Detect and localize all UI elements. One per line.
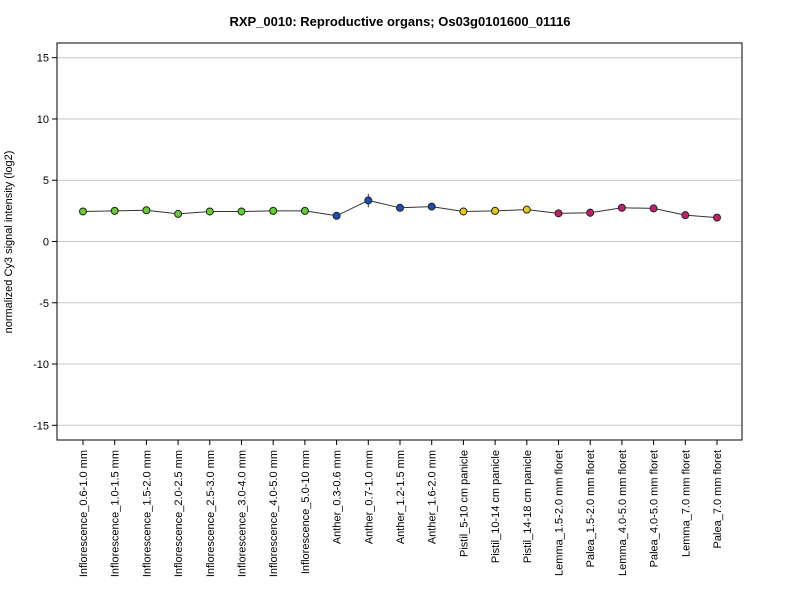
data-point [364, 196, 373, 205]
x-tick-label: Inflorescence_4.0-5.0 mm [268, 450, 280, 577]
data-point [300, 206, 309, 215]
y-tick-label: 15 [37, 53, 49, 65]
data-point [491, 206, 500, 215]
x-tick-label: Pistil_14-18 cm panicle [522, 450, 534, 563]
x-axis: Inflorescence_0.6-1.0 mm Inflorescence_1.… [78, 440, 724, 577]
data-point [713, 213, 721, 222]
y-tick-label: -15 [33, 420, 49, 432]
y-tick-label: -10 [33, 359, 49, 371]
x-tick-label: Lemma_1.5-2.0 mm floret [554, 450, 566, 576]
data-point [269, 206, 278, 215]
y-tick-label: -5 [39, 298, 49, 310]
x-tick-label: Anther_1.6-2.0 mm [427, 450, 439, 544]
data-point [427, 202, 436, 211]
data-point [586, 208, 595, 217]
x-tick-label: Palea_7.0 mm floret [712, 450, 724, 548]
y-axis-label: normalized Cy3 signal intensity (log2) [3, 151, 15, 334]
data-point [649, 204, 658, 213]
data-point [459, 207, 468, 216]
y-axis: -15 -10 -5 0 5 10 15 [33, 53, 57, 432]
x-tick-label: Inflorescence_2.0-2.5 mm [173, 450, 185, 577]
data-point [205, 207, 214, 216]
chart-title: RXP_0010: Reproductive organs; Os03g0101… [229, 14, 570, 29]
data-point [174, 209, 183, 218]
data-point [142, 206, 151, 215]
x-tick-label: Inflorescence_3.0-4.0 mm [237, 450, 249, 577]
x-tick-label: Anther_1.2-1.5 mm [395, 450, 407, 544]
data-point [332, 211, 341, 220]
x-tick-label: Palea_1.5-2.0 mm floret [585, 450, 597, 567]
data-point [79, 207, 87, 216]
data-point [554, 209, 563, 218]
data-point [396, 203, 404, 212]
x-tick-label: Anther_0.7-1.0 mm [363, 450, 375, 544]
data-point [237, 207, 246, 216]
data-point [681, 211, 690, 220]
x-tick-label: Inflorescence_1.0-1.5 mm [110, 450, 122, 577]
x-tick-label: Lemma_7.0 mm floret [680, 450, 692, 557]
x-tick-label: Inflorescence_0.6-1.0 mm [78, 450, 90, 577]
data-point [110, 206, 119, 215]
x-tick-label: Pistil_10-14 cm panicle [490, 450, 502, 563]
series-layer [79, 193, 721, 222]
data-point [617, 203, 626, 212]
y-tick-label: 5 [43, 175, 49, 187]
data-point [522, 205, 531, 214]
x-tick-label: Inflorescence_2.5-3.0 mm [205, 450, 217, 577]
x-tick-label: Lemma_4.0-5.0 mm floret [617, 450, 629, 576]
x-tick-label: Palea_4.0-5.0 mm floret [649, 450, 661, 567]
x-tick-label: Pistil_5-10 cm panicle [458, 450, 470, 557]
x-tick-label: Inflorescence_1.5-2.0 mm [141, 450, 153, 577]
y-tick-label: 0 [43, 237, 49, 249]
y-tick-label: 10 [37, 114, 49, 126]
grid-layer [57, 57, 742, 426]
x-tick-label: Anther_0.3-0.6 mm [332, 450, 344, 544]
x-tick-label: Inflorescence_5.0-10 mm [300, 450, 312, 574]
